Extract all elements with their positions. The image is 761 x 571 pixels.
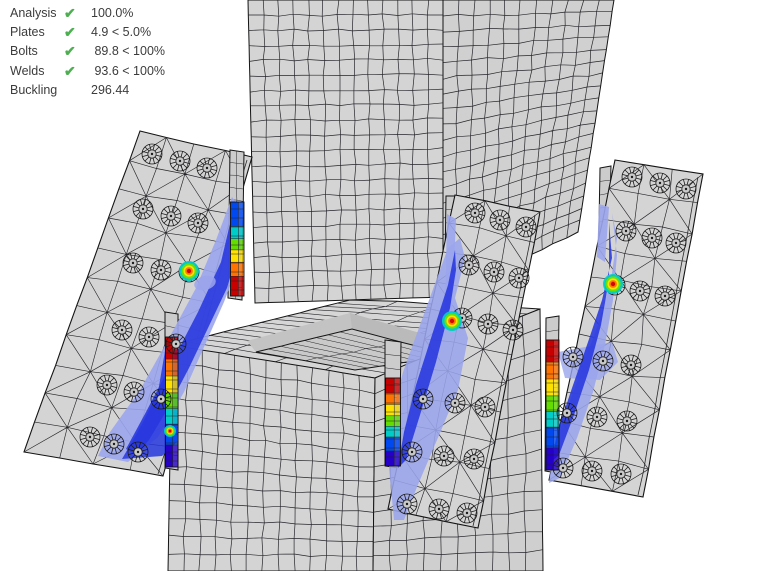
summary-row-welds: Welds ✔ 93.6 < 100% bbox=[10, 61, 165, 80]
metric-label: Analysis bbox=[10, 5, 57, 20]
check-icon: ✔ bbox=[64, 43, 76, 60]
metric-value: 100.0% bbox=[91, 5, 134, 20]
check-icon: ✔ bbox=[64, 24, 76, 41]
check-icon: ✔ bbox=[64, 62, 76, 79]
metric-label: Bolts bbox=[10, 44, 38, 59]
metric-value: 4.9 < 5.0% bbox=[91, 25, 152, 40]
metric-label: Buckling bbox=[10, 83, 58, 98]
summary-row-plates: Plates ✔ 4.9 < 5.0% bbox=[10, 22, 165, 41]
metric-value: 93.6 < 100% bbox=[91, 63, 166, 78]
metric-value: 296.44 bbox=[91, 83, 130, 98]
summary-row-analysis: Analysis ✔ 100.0% bbox=[10, 3, 165, 22]
analysis-summary-panel: Analysis ✔ 100.0% Plates ✔ 4.9 < 5.0% Bo… bbox=[10, 3, 165, 100]
summary-row-buckling: Buckling 296.44 bbox=[10, 81, 165, 100]
summary-row-bolts: Bolts ✔ 89.8 < 100% bbox=[10, 42, 165, 61]
metric-label: Welds bbox=[10, 63, 45, 78]
metric-value: 89.8 < 100% bbox=[91, 44, 166, 59]
check-icon: ✔ bbox=[64, 4, 76, 21]
metric-label: Plates bbox=[10, 25, 45, 40]
